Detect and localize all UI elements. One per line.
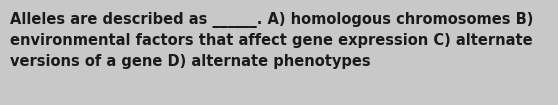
Text: environmental factors that affect gene expression C) alternate: environmental factors that affect gene e… xyxy=(10,33,533,48)
Text: versions of a gene D) alternate phenotypes: versions of a gene D) alternate phenotyp… xyxy=(10,54,371,69)
Text: Alleles are described as ______. A) homologous chromosomes B): Alleles are described as ______. A) homo… xyxy=(10,12,533,28)
